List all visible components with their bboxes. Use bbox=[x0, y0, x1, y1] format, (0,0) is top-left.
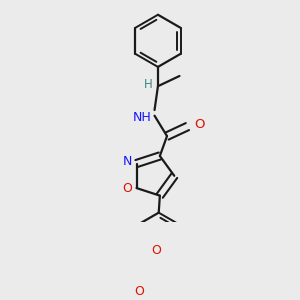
Text: NH: NH bbox=[132, 111, 151, 124]
Text: O: O bbox=[134, 285, 144, 298]
Text: O: O bbox=[123, 182, 132, 195]
Text: O: O bbox=[194, 118, 204, 131]
Text: H: H bbox=[143, 78, 152, 91]
Text: N: N bbox=[123, 155, 132, 168]
Text: O: O bbox=[151, 244, 161, 257]
